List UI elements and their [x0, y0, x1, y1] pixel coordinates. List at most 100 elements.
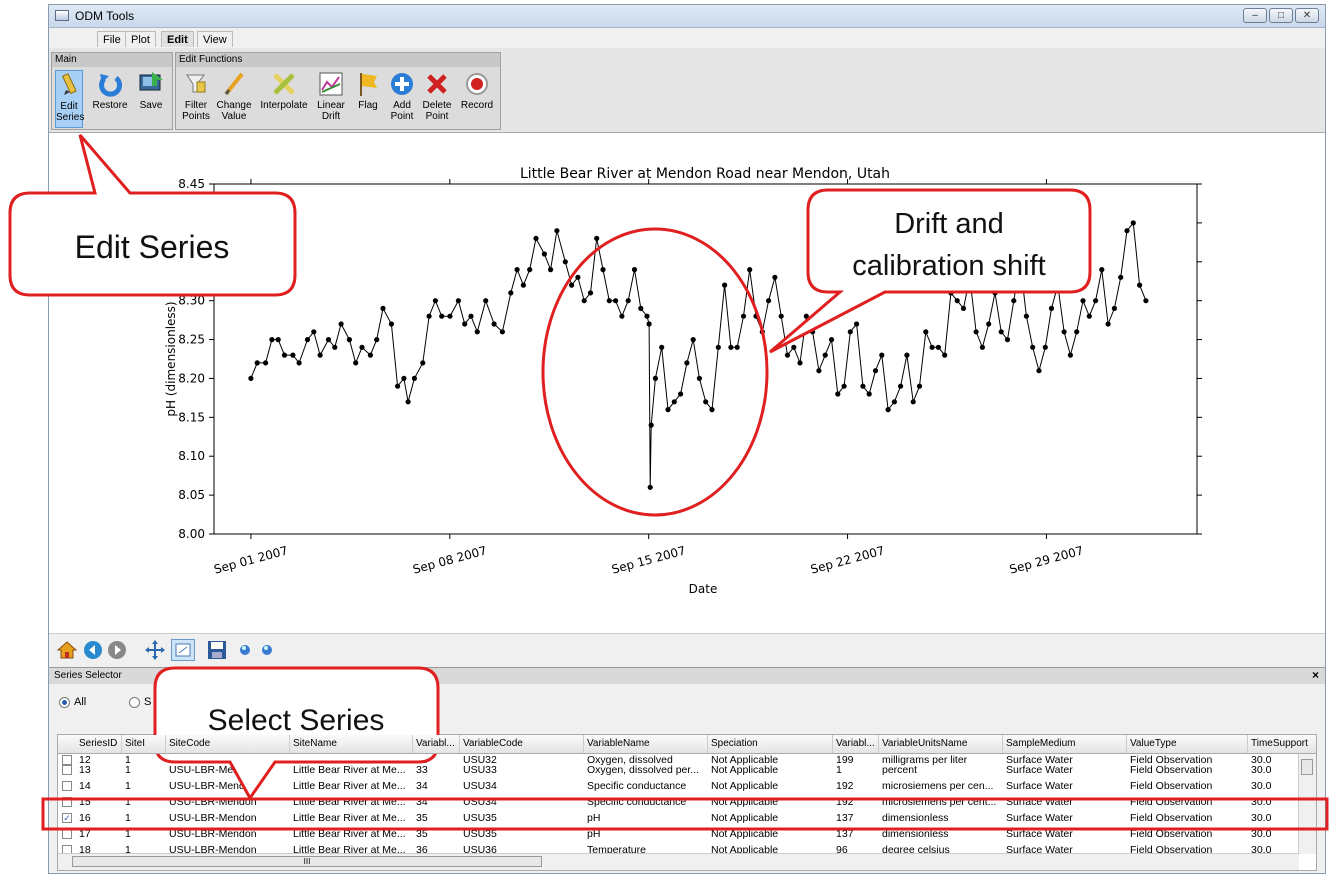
- row-checkbox[interactable]: [62, 829, 72, 839]
- data-point[interactable]: [923, 329, 929, 335]
- data-point[interactable]: [275, 337, 281, 343]
- radio-all[interactable]: All: [59, 696, 86, 708]
- data-point[interactable]: [1093, 298, 1099, 304]
- column-header[interactable]: SeriesID: [76, 735, 122, 753]
- data-point[interactable]: [791, 344, 797, 350]
- data-point[interactable]: [740, 313, 747, 319]
- data-point[interactable]: [646, 321, 652, 327]
- data-point[interactable]: [281, 352, 288, 358]
- data-point[interactable]: [562, 259, 568, 265]
- data-point[interactable]: [587, 290, 594, 296]
- data-point[interactable]: [1130, 220, 1136, 226]
- data-point[interactable]: [1036, 368, 1042, 374]
- data-point[interactable]: [269, 337, 275, 343]
- data-point[interactable]: [891, 399, 898, 405]
- add-point-button[interactable]: Add Point: [386, 70, 418, 128]
- data-point[interactable]: [499, 329, 505, 335]
- data-point[interactable]: [1111, 305, 1117, 311]
- data-point[interactable]: [1080, 298, 1086, 304]
- data-point[interactable]: [367, 352, 373, 358]
- data-point[interactable]: [395, 383, 401, 389]
- data-point[interactable]: [420, 360, 426, 366]
- interpolate-button[interactable]: Interpolate: [258, 70, 310, 128]
- data-point[interactable]: [411, 375, 417, 381]
- data-point[interactable]: [296, 360, 302, 366]
- plot-area[interactable]: Little Bear River at Mendon Road near Me…: [49, 133, 1325, 633]
- save-figure-icon[interactable]: [207, 640, 227, 660]
- data-point[interactable]: [248, 375, 254, 381]
- data-point[interactable]: [841, 383, 847, 389]
- data-point[interactable]: [1023, 313, 1029, 319]
- data-point[interactable]: [885, 407, 891, 413]
- data-point[interactable]: [797, 360, 803, 366]
- data-point[interactable]: [311, 329, 317, 335]
- data-point[interactable]: [709, 407, 715, 413]
- column-header[interactable]: ValueType: [1127, 735, 1248, 753]
- data-point[interactable]: [304, 337, 311, 343]
- row-checkbox[interactable]: [62, 765, 72, 775]
- row-checkbox[interactable]: ✓: [62, 813, 72, 823]
- data-point[interactable]: [690, 337, 696, 343]
- data-point[interactable]: [1124, 228, 1130, 234]
- data-point[interactable]: [1105, 321, 1111, 327]
- data-point[interactable]: [1086, 313, 1092, 319]
- data-point[interactable]: [594, 235, 600, 241]
- data-point[interactable]: [1137, 282, 1143, 288]
- data-point[interactable]: [541, 251, 547, 257]
- data-point[interactable]: [986, 321, 992, 327]
- data-point[interactable]: [491, 321, 497, 327]
- data-point[interactable]: [810, 329, 816, 335]
- data-point[interactable]: [759, 329, 765, 335]
- column-header[interactable]: SiteCode: [166, 735, 290, 753]
- data-point[interactable]: [979, 344, 986, 350]
- data-point[interactable]: [954, 298, 960, 304]
- radio-simple-dot[interactable]: [129, 696, 140, 708]
- column-header[interactable]: VariableName: [584, 735, 708, 753]
- data-point[interactable]: [684, 360, 690, 366]
- data-point[interactable]: [659, 344, 665, 350]
- data-point[interactable]: [533, 235, 539, 241]
- data-point[interactable]: [1011, 298, 1017, 304]
- data-point[interactable]: [872, 368, 879, 374]
- data-point[interactable]: [942, 352, 948, 358]
- data-point[interactable]: [866, 391, 872, 397]
- data-point[interactable]: [998, 329, 1004, 335]
- restore-button[interactable]: Restore: [90, 70, 130, 128]
- column-header[interactable]: Variabl...: [833, 735, 879, 753]
- data-point[interactable]: [1042, 344, 1048, 350]
- table-row[interactable]: 14 1 USU-LBR-Mendon Little Bear River at Me…: [58, 779, 1298, 794]
- data-point[interactable]: [822, 352, 828, 358]
- vertical-scrollbar[interactable]: [1298, 753, 1316, 854]
- data-point[interactable]: [606, 298, 612, 304]
- data-point[interactable]: [581, 298, 587, 304]
- data-point[interactable]: [374, 337, 380, 343]
- horizontal-scroll-thumb[interactable]: III: [72, 856, 542, 867]
- table-row[interactable]: 17 1 USU-LBR-Mendon Little Bear River at Me…: [58, 827, 1298, 842]
- data-point[interactable]: [728, 344, 734, 350]
- column-header[interactable]: SiteI: [122, 735, 166, 753]
- flag-button[interactable]: Flag: [354, 70, 382, 128]
- data-point[interactable]: [929, 344, 935, 350]
- data-point[interactable]: [508, 290, 514, 296]
- data-point[interactable]: [468, 313, 474, 319]
- data-point[interactable]: [483, 298, 489, 304]
- data-point[interactable]: [619, 313, 625, 319]
- data-point[interactable]: [426, 313, 432, 319]
- data-point[interactable]: [973, 329, 979, 335]
- data-point[interactable]: [948, 290, 954, 296]
- record-button[interactable]: Record: [458, 70, 496, 128]
- data-point[interactable]: [696, 375, 703, 381]
- back-icon[interactable]: [83, 640, 103, 660]
- data-point[interactable]: [910, 399, 916, 405]
- cursor-icon[interactable]: [235, 640, 255, 660]
- row-checkbox[interactable]: [62, 797, 72, 807]
- horizontal-scrollbar[interactable]: III: [58, 853, 1299, 870]
- tab-plot[interactable]: Plot: [125, 31, 156, 47]
- data-point[interactable]: [1074, 329, 1080, 335]
- data-point[interactable]: [1030, 344, 1036, 350]
- data-point[interactable]: [935, 344, 942, 350]
- data-point[interactable]: [778, 313, 784, 319]
- data-point[interactable]: [1067, 352, 1073, 358]
- data-point[interactable]: [960, 305, 967, 311]
- tab-edit[interactable]: Edit: [161, 31, 194, 47]
